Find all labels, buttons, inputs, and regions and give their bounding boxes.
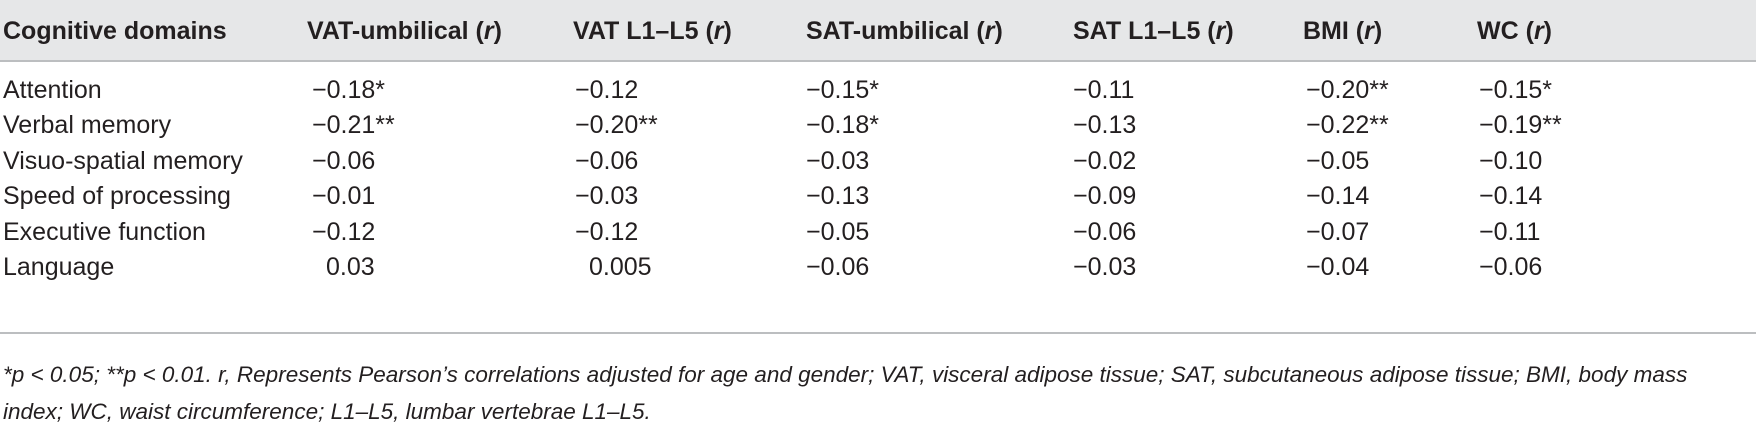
table-cell: −0.06 [312,147,376,175]
row-label: Executive function [3,218,206,246]
table-cell: −0.14 [1306,182,1370,210]
table-cell: −0.02 [1073,147,1137,175]
column-header-stat: r [713,17,724,45]
row-label: Language [3,253,115,281]
row-label: Speed of processing [3,182,231,210]
table-cell: −0.06 [575,147,639,175]
column-header-name: VAT L1–L5 [573,17,699,45]
header-rule [0,60,1756,62]
column-header-name: BMI [1303,17,1349,45]
table-cell: −0.11 [1479,218,1541,246]
table-cell: −0.20** [575,111,658,139]
column-header-name: WC [1477,17,1519,45]
column-header-stat: r [1533,17,1544,45]
column-header: VAT L1–L5 (r) [573,17,732,45]
table-cell: −0.04 [1306,253,1370,281]
column-header: SAT-umbilical (r) [806,17,1003,45]
column-header-stat: r [1364,17,1374,45]
table-cell: −0.15* [806,76,879,104]
table-cell: −0.22** [1306,111,1389,139]
table-cell: −0.09 [1073,182,1137,210]
table-cell: 0.005 [589,253,652,281]
table-header-band [0,0,1756,60]
column-header: BMI (r) [1303,17,1383,45]
table-cell: −0.18* [806,111,879,139]
row-label: Visuo-spatial memory [3,147,243,175]
table-cell: −0.20** [1306,76,1389,104]
table-cell: −0.13 [1073,111,1137,139]
table-bottom-rule [0,332,1756,334]
table-cell: −0.06 [1479,253,1543,281]
row-label: Attention [3,76,102,104]
table-cell: −0.06 [1073,218,1137,246]
table-cell: −0.03 [806,147,870,175]
column-header-name: SAT L1–L5 [1073,17,1201,45]
table-cell: −0.12 [575,76,639,104]
table-cell: −0.03 [575,182,639,210]
column-header: WC (r) [1477,17,1552,45]
column-header-stat: r [984,17,995,45]
table-cell: −0.21** [312,111,395,139]
column-header-name: SAT-umbilical [806,17,970,45]
table-cell: −0.12 [575,218,639,246]
table-cell: −0.14 [1479,182,1543,210]
table-cell: −0.06 [806,253,870,281]
table-cell: −0.18* [312,76,385,104]
table-cell: −0.11 [1073,76,1135,104]
column-header: VAT-umbilical (r) [307,17,502,45]
table-cell: −0.01 [312,182,376,210]
column-header: SAT L1–L5 (r) [1073,17,1234,45]
table-cell: 0.03 [326,253,375,281]
table-cell: −0.05 [1306,147,1370,175]
row-label: Verbal memory [3,111,172,139]
table-cell: −0.13 [806,182,870,210]
column-header-stat: r [483,17,494,45]
table-cell: −0.03 [1073,253,1137,281]
column-header-name: VAT-umbilical [307,17,469,45]
table-cell: −0.10 [1479,147,1543,175]
table-cell: −0.07 [1306,218,1370,246]
table-cell: −0.05 [806,218,870,246]
header-cognitive-domains: Cognitive domains [3,17,227,45]
table-cell: −0.12 [312,218,376,246]
column-header-stat: r [1215,17,1226,45]
table-cell: −0.19** [1479,111,1562,139]
table-cell: −0.15* [1479,76,1552,104]
